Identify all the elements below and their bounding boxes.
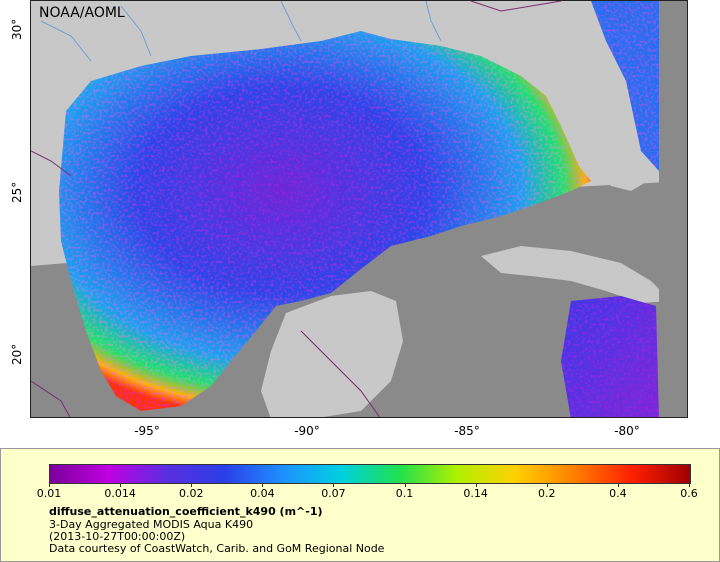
- colorbar-tickmark: [49, 483, 50, 487]
- colorbar-tickmark: [262, 483, 264, 487]
- political-borders: [31, 1, 562, 417]
- colorbar-tick-label: 0.14: [463, 487, 488, 500]
- colorbar-tickmark: [120, 483, 122, 487]
- cuba-land: [481, 246, 671, 303]
- dataset-name: 3-Day Aggregated MODIS Aqua K490: [49, 518, 254, 531]
- colorbar-tickmark: [546, 483, 548, 487]
- colorbar-tick-label: 0.1: [395, 487, 414, 500]
- colorbar-tickmark: [617, 483, 619, 487]
- map-panel[interactable]: NOAA/AOML: [30, 0, 688, 418]
- atlantic-k490-field: [591, 1, 659, 171]
- colorbar-tick-label: 0.01: [36, 487, 62, 500]
- lon-label-85w: -85°: [454, 424, 480, 438]
- colorbar-tick-label: 0.2: [538, 487, 556, 500]
- colorbar-tickmark: [191, 483, 193, 487]
- colorbar-tick-label: 0.014: [104, 487, 136, 500]
- lon-label-90w: -90°: [294, 424, 320, 438]
- data-source: Data courtesy of CoastWatch, Carib. and …: [49, 542, 385, 555]
- yucatan-land: [261, 291, 403, 417]
- colorbar: [49, 464, 691, 484]
- time-stamp: (2013-10-27T00:00:00Z): [49, 530, 186, 543]
- colorbar-tick-label: 0.04: [250, 487, 275, 500]
- rivers: [40, 1, 442, 62]
- caribbean-k490-field: [561, 296, 659, 417]
- lat-label-20: 20°: [10, 343, 24, 365]
- lon-label-95w: -95°: [134, 424, 160, 438]
- colorbar-tick-label: 0.07: [321, 487, 346, 500]
- colorbar-tick-label: 0.02: [178, 487, 204, 500]
- lat-label-30: 30°: [10, 18, 24, 40]
- map-credit-label: NOAA/AOML: [39, 5, 125, 21]
- colorbar-tickmark: [475, 483, 477, 487]
- colorbar-tick-label: 0.4: [609, 487, 627, 500]
- lon-label-80w: -80°: [614, 424, 640, 438]
- colorbar-tickmark: [404, 483, 406, 487]
- k490-map: [31, 1, 687, 417]
- out-of-swath-strip: [659, 1, 687, 417]
- colorbar-tickmark: [333, 483, 335, 487]
- colorbar-tick-label: 0.6: [680, 487, 698, 500]
- legend-panel: 0.01 0.014 0.02 0.04 0.07 0.1 0.14 0.2 0.4 0.6 di…: [0, 448, 720, 562]
- lat-label-25: 25°: [10, 181, 24, 203]
- gulf-k490-field: [59, 31, 591, 411]
- variable-name: diffuse_attenuation_coefficient_k490 (m^…: [49, 505, 323, 518]
- colorbar-tickmark: [689, 483, 690, 487]
